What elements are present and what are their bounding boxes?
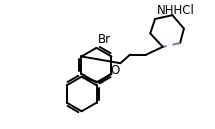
Text: O: O [110, 64, 120, 77]
Text: NHHCl: NHHCl [157, 4, 195, 17]
Text: Br: Br [97, 33, 111, 46]
